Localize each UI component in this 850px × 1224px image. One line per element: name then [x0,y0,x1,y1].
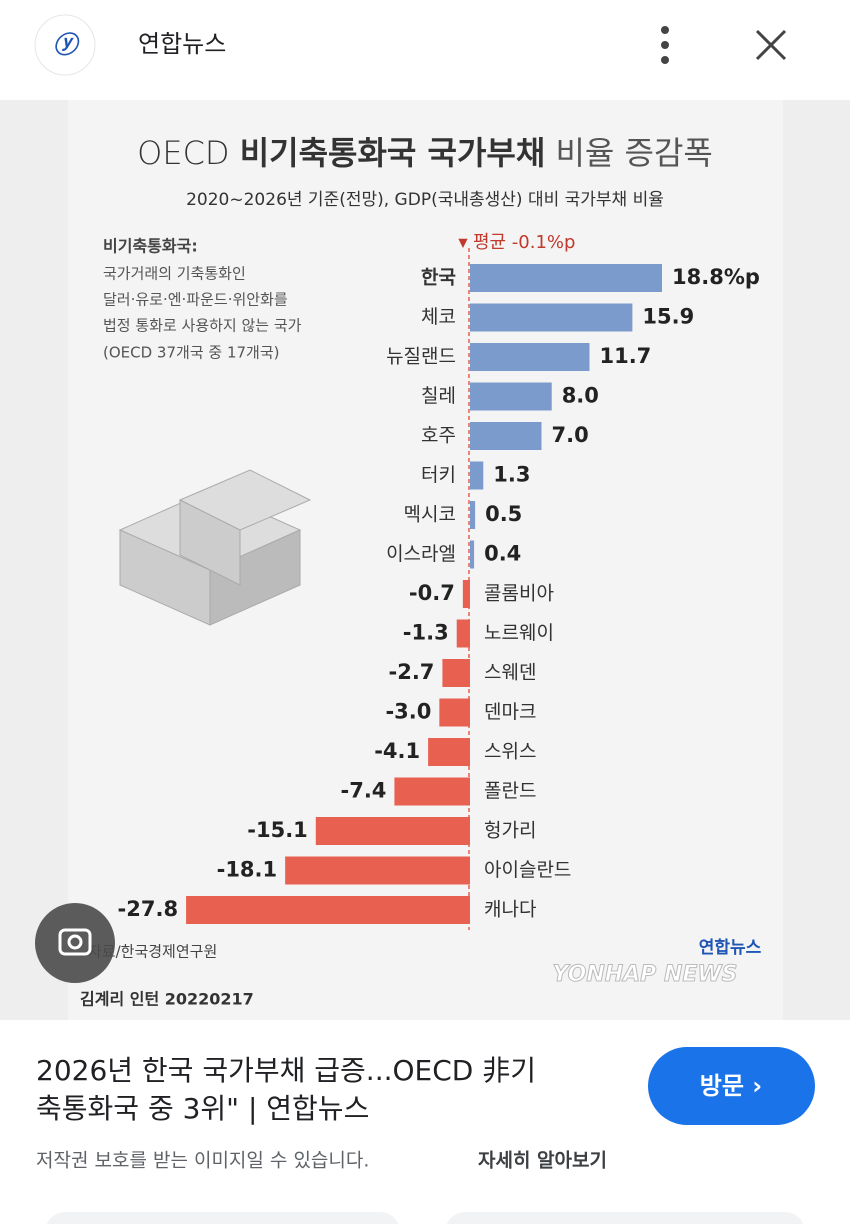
learn-more[interactable]: 자세히 알아보기 [478,1150,607,1172]
average-marker: ▼ [458,236,468,250]
value-label: -1.3 [403,621,449,645]
bar [470,343,590,371]
bar [470,303,633,332]
category-label: 한국 [421,267,456,289]
note-title: 비기축통화국: [103,237,198,256]
caption-title[interactable]: 축통화국 중 3위" | 연합뉴스 [36,1092,369,1125]
note-line: 달러·유로·엔·파운드·위안화를 [103,291,288,309]
chart-subtitle: 2020~2026년 기준(전망), GDP(국내총생산) 대비 국가부채 비율 [186,190,664,210]
related-chip[interactable] [445,1212,805,1224]
category-label: 덴마크 [484,701,536,723]
value-label: -27.8 [118,897,179,921]
category-label: 폴란드 [484,780,536,802]
category-label: 콜롬비아 [484,583,554,605]
value-label: -0.7 [409,581,455,605]
caption-title[interactable]: 2026년 한국 국가부채 급증...OECD 非기 [36,1054,536,1087]
bar [470,382,552,411]
icon-glyph: ⓨ [53,31,81,59]
bar [470,501,476,529]
title-part: OECD [137,134,229,172]
value-label: -2.7 [389,660,435,684]
category-label: 노르웨이 [484,622,554,644]
bar [442,659,470,687]
chart-title: OECD 비기축통화국 국가부채 비율 증감폭 [137,134,713,172]
bar-chart: ▼ 평균 -0.1%p 한국 18.8%p 체코 15.9 뉴질랜드 11.7 칠레 8.0 호주 7… [118,232,760,930]
value-label: 8.0 [562,384,599,408]
title-part: 비기축통화국 국가부채 [240,134,546,172]
close-button[interactable] [755,29,787,61]
value-label: 7.0 [551,423,588,447]
category-label: 아이슬란드 [484,859,571,881]
bar [439,698,470,727]
bar [462,580,470,608]
note-line: (OECD 37개국 중 17개국) [103,344,280,362]
visit-button[interactable] [648,1047,815,1125]
value-label: 0.4 [484,542,521,566]
site-icon[interactable] [34,14,96,76]
watermark: YONHAP NEWS [552,962,737,987]
category-label: 스웨덴 [484,662,536,684]
value-label: -4.1 [374,739,420,763]
more-button[interactable] [661,26,669,64]
value-label: 15.9 [642,305,694,329]
chart-source: 자료/한국경제연구원 [88,943,217,961]
bar [470,264,662,292]
lens-icon [58,928,92,956]
value-label: -7.4 [341,779,387,803]
value-label: 1.3 [493,463,530,487]
category-label: 스위스 [484,741,536,763]
note-line: 국가거래의 기축통화인 [103,265,246,283]
value-label: 11.7 [599,344,651,368]
bar [470,461,484,490]
category-label: 멕시코 [404,504,456,526]
source-name: 연합뉴스 [138,30,226,58]
note-line: 법정 통화로 사용하지 않는 국가 [103,317,302,335]
bar [186,896,470,924]
category-label: 헝가리 [484,820,536,842]
money-illustration [118,469,312,626]
bar [456,619,470,648]
bar [285,856,470,885]
bar [470,540,475,569]
bar [315,817,470,845]
value-label: -18.1 [217,858,278,882]
bar [470,422,542,450]
visit-button-label: 방문 › [700,1072,762,1100]
value-label: -15.1 [247,818,308,842]
category-label: 뉴질랜드 [386,346,456,368]
category-label: 터키 [421,464,456,486]
category-label: 캐나다 [484,899,536,921]
category-label: 호주 [421,425,456,447]
average-label: 평균 -0.1%p [473,232,576,253]
lens-button[interactable] [35,903,115,983]
copyright-notice: 저작권 보호를 받는 이미지일 수 있습니다. [36,1150,369,1172]
category-label: 칠레 [421,385,456,407]
credit: 김계리 인턴 20220217 [80,990,254,1009]
category-label: 이스라엘 [386,543,456,565]
bar [394,777,470,806]
category-label: 체코 [421,306,456,328]
value-label: 18.8%p [672,265,760,289]
value-label: -3.0 [385,700,431,724]
bar [428,738,470,766]
logo: 연합뉴스 [699,937,762,958]
title-part: 비율 증감폭 [555,134,712,172]
related-chip[interactable] [45,1212,400,1224]
value-label: 0.5 [485,502,522,526]
lens-icon-lens [67,934,83,950]
